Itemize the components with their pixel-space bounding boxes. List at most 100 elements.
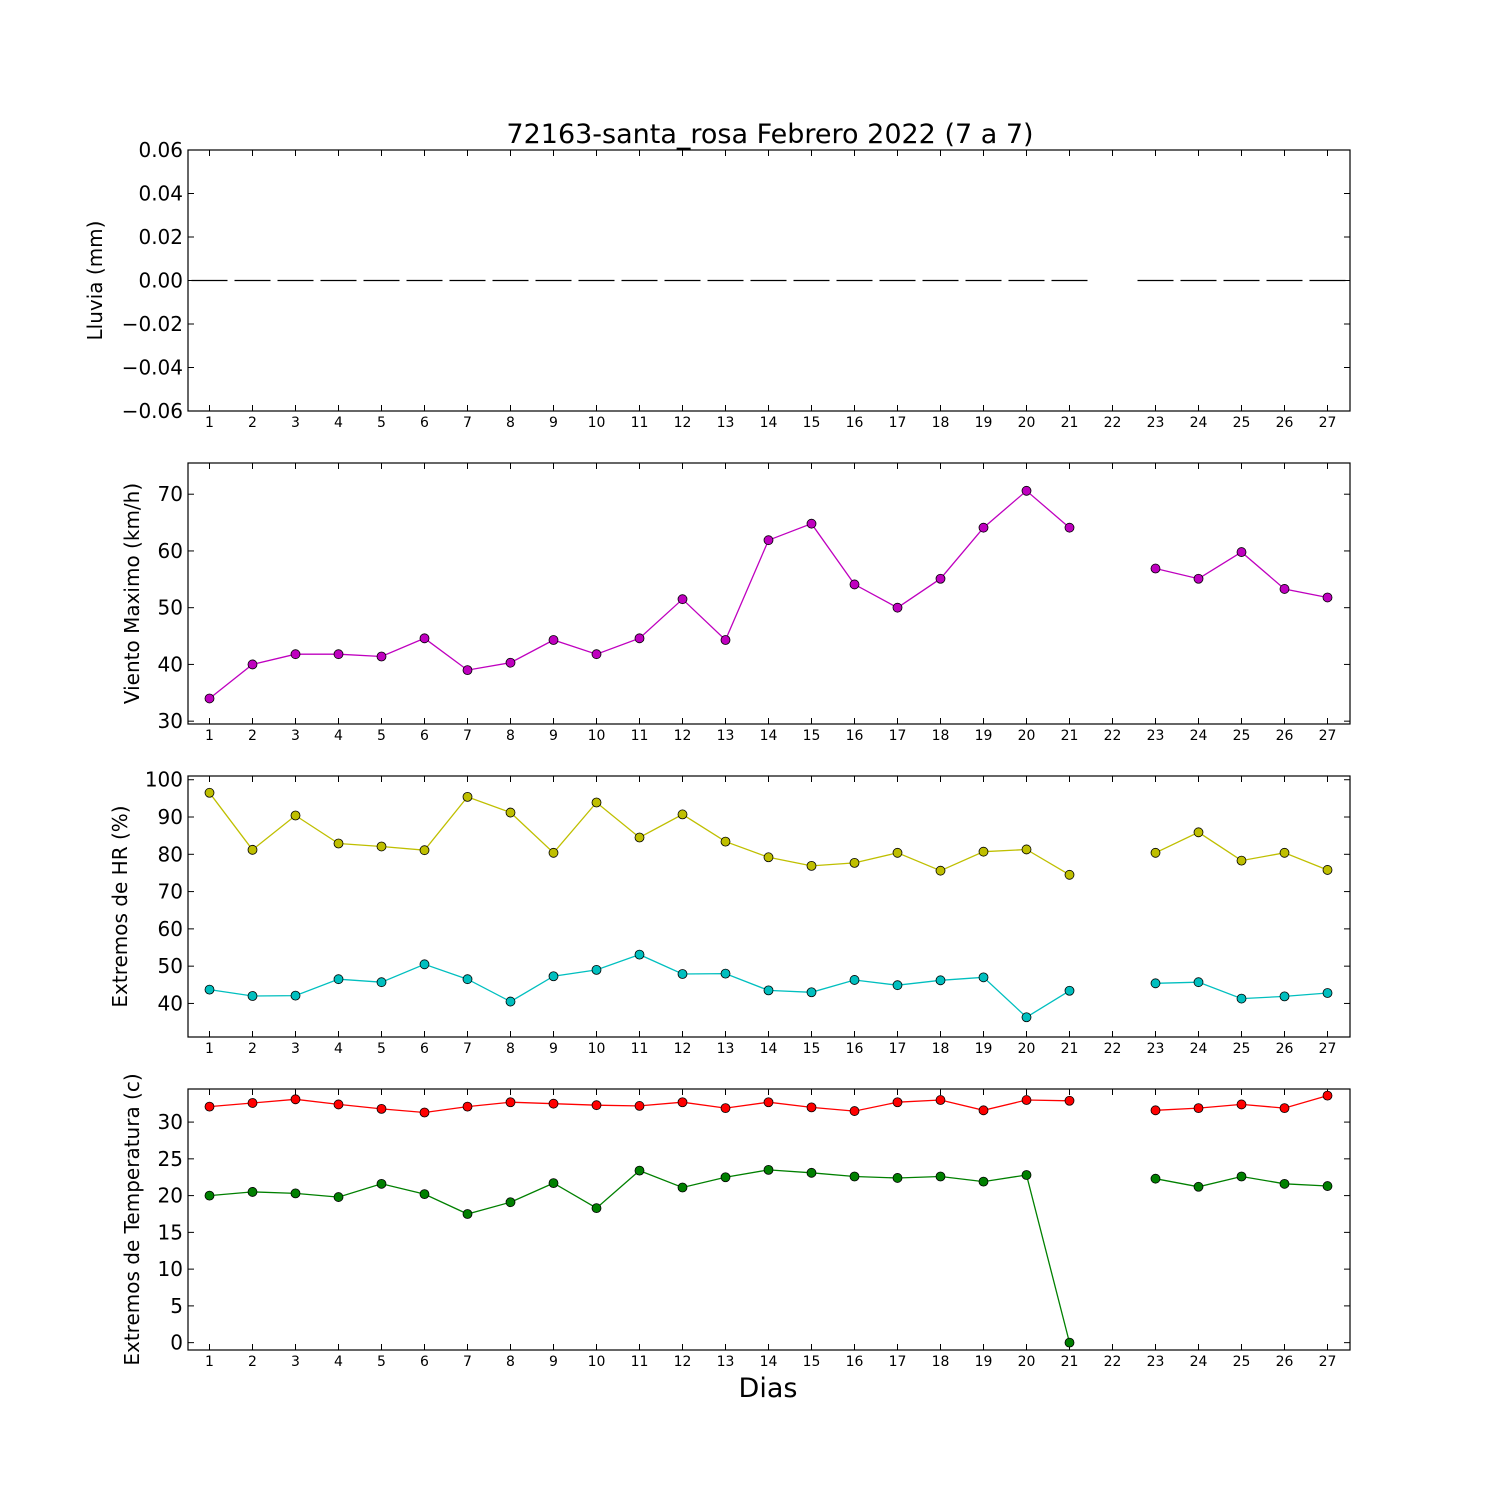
x-tick-label: 7 [463,1354,472,1370]
data-point [806,860,817,871]
data-point [333,838,344,849]
data-point [677,594,688,605]
x-tick-label: 22 [1104,1354,1122,1370]
x-tick-label: 25 [1233,1354,1251,1370]
x-tick-label: 19 [975,728,993,744]
data-point [1021,1170,1032,1180]
data-point [720,635,731,645]
y-tick-label: −0.06 [122,399,183,423]
series-temp-1 [204,1164,1333,1348]
y-tick-label: 70 [158,482,183,506]
x-tick-label: 8 [506,1354,515,1370]
y-tick-label: −0.02 [122,312,183,336]
x-tick-label: 27 [1319,728,1337,744]
y-tick-label: 60 [158,917,183,941]
x-tick-label: 19 [975,1041,993,1057]
data-point [978,522,989,533]
x-tick-label: 18 [932,1041,950,1057]
data-point [892,1173,903,1183]
x-tick-label: 2 [248,415,257,431]
data-point [462,665,473,675]
x-tick-label: 4 [334,1354,343,1370]
data-point [763,1097,774,1108]
data-point [376,651,387,662]
x-tick-label: 15 [803,1354,821,1370]
data-point [1193,827,1204,838]
data-point [763,985,774,996]
data-point [204,984,215,995]
x-tick-label: 17 [889,1041,907,1057]
x-tick-label: 26 [1276,1354,1294,1370]
data-point [1236,855,1247,866]
data-point [849,975,860,985]
y-tick-label: 40 [158,991,183,1015]
data-point [935,1095,946,1105]
x-tick-label: 3 [291,415,300,431]
x-tick-label: 1 [205,1354,214,1370]
data-point [247,1187,258,1197]
data-point [1193,1181,1204,1192]
x-tick-label: 8 [506,728,515,744]
x-tick-label: 13 [717,1354,735,1370]
y-tick-label: 80 [158,842,183,866]
data-point [247,659,258,670]
x-tick-label: 11 [631,1041,649,1057]
data-point [548,635,559,645]
data-point [806,518,817,529]
x-tick-label: 13 [717,1041,735,1057]
x-tick-label: 4 [334,1041,343,1057]
panels-group: 0.060.040.020.00−0.02−0.04−0.06 1 2 3 4 5 6 7 8 9… [83,138,1351,1370]
y-tick-label: 0.06 [138,138,183,162]
series-hr-0 [204,787,1333,880]
data-point [849,579,860,590]
y-axis-label: Lluvia (mm) [83,221,107,341]
data-point [1236,547,1247,557]
x-tick-label: 3 [291,1354,300,1370]
x-tick-label: 16 [846,728,864,744]
x-tick-label: 16 [846,1041,864,1057]
data-point [806,1102,817,1113]
data-point [333,1099,344,1110]
data-point [806,1167,817,1178]
x-tick-label: 16 [846,415,864,431]
x-tick-label: 23 [1147,1041,1165,1057]
data-point [935,975,946,986]
data-point [591,1100,602,1111]
panel-lluvia: 0.060.040.020.00−0.02−0.04−0.06 1 2 3 4 5 6 7 8 9… [83,138,1351,431]
x-tick-label: 26 [1276,728,1294,744]
data-point [419,845,430,856]
data-point [333,1192,344,1202]
x-tick-label: 18 [932,415,950,431]
data-point [677,1182,688,1193]
x-tick-label: 24 [1190,415,1208,431]
x-tick-label: 15 [803,1041,821,1057]
data-point [548,1098,559,1109]
data-point [419,633,430,644]
x-tick-label: 15 [803,415,821,431]
x-tick-label: 9 [549,415,558,431]
data-point [376,1178,387,1189]
x-tick-label: 22 [1104,728,1122,744]
x-tick-label: 27 [1319,1041,1337,1057]
data-point [720,968,731,979]
y-tick-label: 50 [158,954,183,978]
data-point [677,969,688,979]
y-tick-label: 15 [158,1220,183,1244]
x-tick-label: 19 [975,415,993,431]
x-tick-label: 12 [674,728,692,744]
data-point [1236,993,1247,1004]
data-point [1150,1173,1161,1184]
data-point [849,1106,860,1116]
x-tick-label: 1 [205,1041,214,1057]
data-point [591,964,602,975]
x-tick-label: 26 [1276,1041,1294,1057]
y-tick-label: 30 [158,1110,183,1134]
x-tick-label: 8 [506,1041,515,1057]
data-point [591,797,602,808]
data-point [1236,1171,1247,1182]
x-tick-label: 14 [760,728,778,744]
data-point [290,1188,301,1199]
data-point [720,1172,731,1183]
x-axis-label: Dias [739,1373,798,1404]
